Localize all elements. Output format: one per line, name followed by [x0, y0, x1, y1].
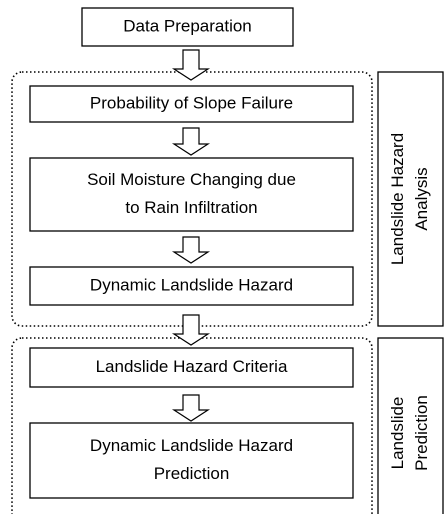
- process-label: to Rain Infiltration: [125, 198, 257, 217]
- group-label-box: [377, 337, 444, 514]
- process-label: Prediction: [154, 464, 230, 483]
- arrow: [171, 127, 211, 156]
- arrow: [171, 314, 211, 346]
- group-label: Landslide Hazard: [388, 133, 407, 265]
- process-label: Dynamic Landslide Hazard: [90, 436, 293, 455]
- group-frame: [11, 71, 373, 327]
- process-label: Landslide Hazard Criteria: [96, 357, 288, 376]
- process-box: [29, 266, 354, 306]
- process-label: Dynamic Landslide Hazard: [90, 275, 293, 294]
- arrow: [171, 49, 211, 81]
- process-box: [29, 422, 354, 499]
- group-label: Analysis: [412, 167, 431, 230]
- process-box: [29, 347, 354, 388]
- arrow: [171, 236, 211, 264]
- process-label: Soil Moisture Changing due: [87, 170, 296, 189]
- group-label-box: [377, 71, 444, 327]
- group-frame: [11, 337, 373, 514]
- process-label: Data Preparation: [123, 16, 252, 35]
- group-label: Landslide: [388, 397, 407, 470]
- process-label: Probability of Slope Failure: [90, 93, 293, 112]
- process-box: [29, 157, 354, 232]
- arrow: [171, 394, 211, 422]
- group-label: Prediction: [412, 395, 431, 471]
- process-box: [29, 85, 354, 123]
- process-box: [81, 7, 294, 47]
